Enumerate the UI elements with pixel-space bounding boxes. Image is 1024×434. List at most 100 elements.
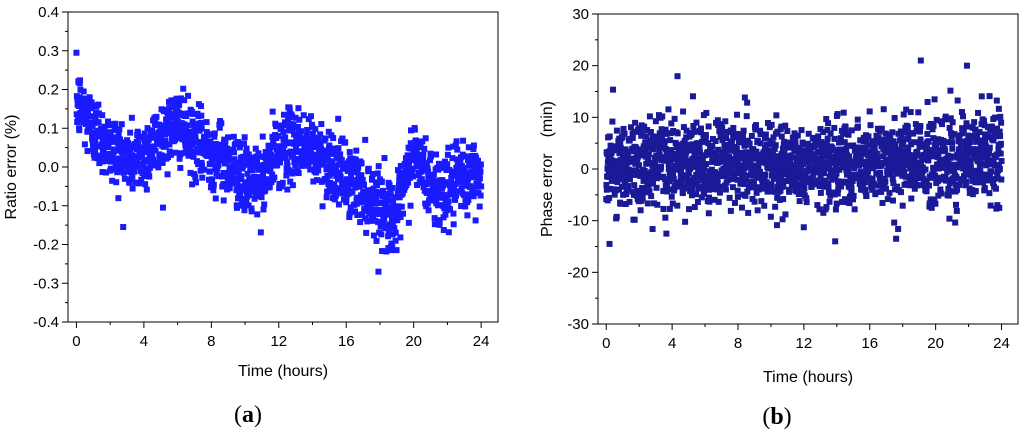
chart-a-point xyxy=(145,170,152,177)
chart-b-point xyxy=(807,167,814,174)
chart-b-point xyxy=(655,170,662,177)
chart-b-point xyxy=(742,192,749,199)
chart-a-point xyxy=(407,140,414,147)
chart-b-point xyxy=(962,182,969,189)
chart-a-point xyxy=(461,164,468,171)
chart-b-point xyxy=(928,204,935,211)
chart-b-y-tick-label: -10 xyxy=(567,213,589,230)
chart-a-x-axis: 0 4 8 12 16 20 24 xyxy=(72,322,489,350)
chart-a-point xyxy=(243,197,250,204)
chart-b-panel-label: (b) xyxy=(762,404,791,430)
chart-b-point xyxy=(665,165,672,172)
chart-b-point xyxy=(905,144,912,151)
chart-a-point xyxy=(446,166,453,173)
chart-b-point xyxy=(903,127,910,134)
chart-a-point xyxy=(460,177,467,184)
chart-b-point xyxy=(726,194,733,201)
chart-b-point xyxy=(650,174,657,181)
chart-a-point xyxy=(145,134,152,141)
chart-b-point xyxy=(815,169,822,176)
chart-a-point xyxy=(376,190,383,197)
chart-a-point xyxy=(176,155,183,162)
chart-b-point xyxy=(753,189,760,196)
chart-a-point xyxy=(173,114,180,121)
chart-b-point xyxy=(810,171,817,178)
chart-b-point xyxy=(889,175,896,182)
chart-b-point xyxy=(923,179,930,186)
chart-b-point xyxy=(925,156,932,163)
chart-a-point xyxy=(331,163,338,170)
chart-a-point xyxy=(472,217,479,224)
chart-b-point xyxy=(751,198,758,205)
chart-b-point xyxy=(891,115,898,122)
chart-b-point xyxy=(845,131,852,138)
chart-a-point xyxy=(390,199,397,206)
chart-a-point xyxy=(177,164,184,171)
chart-b-point xyxy=(850,142,857,149)
chart-a-point xyxy=(414,139,421,146)
chart-a-point xyxy=(160,155,167,162)
chart-a-point xyxy=(203,119,210,126)
chart-b-point xyxy=(680,172,687,179)
chart-b-point xyxy=(782,122,789,129)
chart-b-point xyxy=(917,57,924,64)
chart-a-point xyxy=(251,173,258,180)
chart-a-point xyxy=(209,159,216,166)
chart-b-point xyxy=(734,130,741,137)
chart-a-point xyxy=(269,108,276,115)
chart-b-point xyxy=(845,168,852,175)
chart-b-point xyxy=(606,185,613,192)
chart-b-point xyxy=(683,134,690,141)
chart-b-point xyxy=(614,163,621,170)
chart-a-point xyxy=(393,247,400,254)
chart-b-point xyxy=(878,125,885,132)
chart-b-point xyxy=(660,188,667,195)
chart-a-point xyxy=(284,186,291,193)
chart-b-point xyxy=(813,141,820,148)
chart-a-point xyxy=(385,233,392,240)
chart-b-point xyxy=(767,213,774,220)
chart-a-point xyxy=(340,190,347,197)
chart-a-point xyxy=(211,133,218,140)
chart-a-point xyxy=(394,167,401,174)
chart-b-point xyxy=(606,133,613,140)
chart-a-point xyxy=(381,215,388,222)
chart-b-point xyxy=(866,142,873,149)
chart-b-point xyxy=(949,119,956,126)
chart-b-point xyxy=(792,137,799,144)
chart-b-point xyxy=(635,162,642,169)
chart-b-x-tick-label: 0 xyxy=(602,335,610,352)
chart-b-point xyxy=(814,156,821,163)
chart-a-point xyxy=(142,165,149,172)
chart-a-point xyxy=(367,200,374,207)
chart-b: 0 4 8 12 16 20 24 -30 -20 -10 0 10 20 30 Time (hours… xyxy=(539,6,1019,430)
chart-b-point xyxy=(834,111,841,118)
chart-b-point xyxy=(898,148,905,155)
chart-b-point xyxy=(794,132,801,139)
chart-b-point xyxy=(976,163,983,170)
chart-b-point xyxy=(687,165,694,172)
chart-a-point xyxy=(477,192,484,199)
chart-a-point xyxy=(346,214,353,221)
chart-a-point xyxy=(421,145,428,152)
chart-b-point xyxy=(821,151,828,158)
chart-b-x-tick-label: 8 xyxy=(734,335,742,352)
chart-a-point xyxy=(319,203,326,210)
chart-b-point xyxy=(621,154,628,161)
chart-a-point xyxy=(337,151,344,158)
chart-b-point xyxy=(857,137,864,144)
chart-a-point xyxy=(144,143,151,150)
chart-a-point xyxy=(281,119,288,126)
chart-a-point xyxy=(394,190,401,197)
chart-b-point xyxy=(996,204,1003,211)
chart-b-point xyxy=(984,154,991,161)
chart-b-point xyxy=(951,131,958,138)
chart-b-point xyxy=(711,169,718,176)
chart-a-point xyxy=(179,127,186,134)
chart-a-point xyxy=(222,148,229,155)
chart-b-point xyxy=(797,148,804,155)
chart-b-point xyxy=(862,179,869,186)
chart-b-point xyxy=(618,165,625,172)
chart-b-point xyxy=(698,194,705,201)
chart-a-point xyxy=(76,127,83,134)
